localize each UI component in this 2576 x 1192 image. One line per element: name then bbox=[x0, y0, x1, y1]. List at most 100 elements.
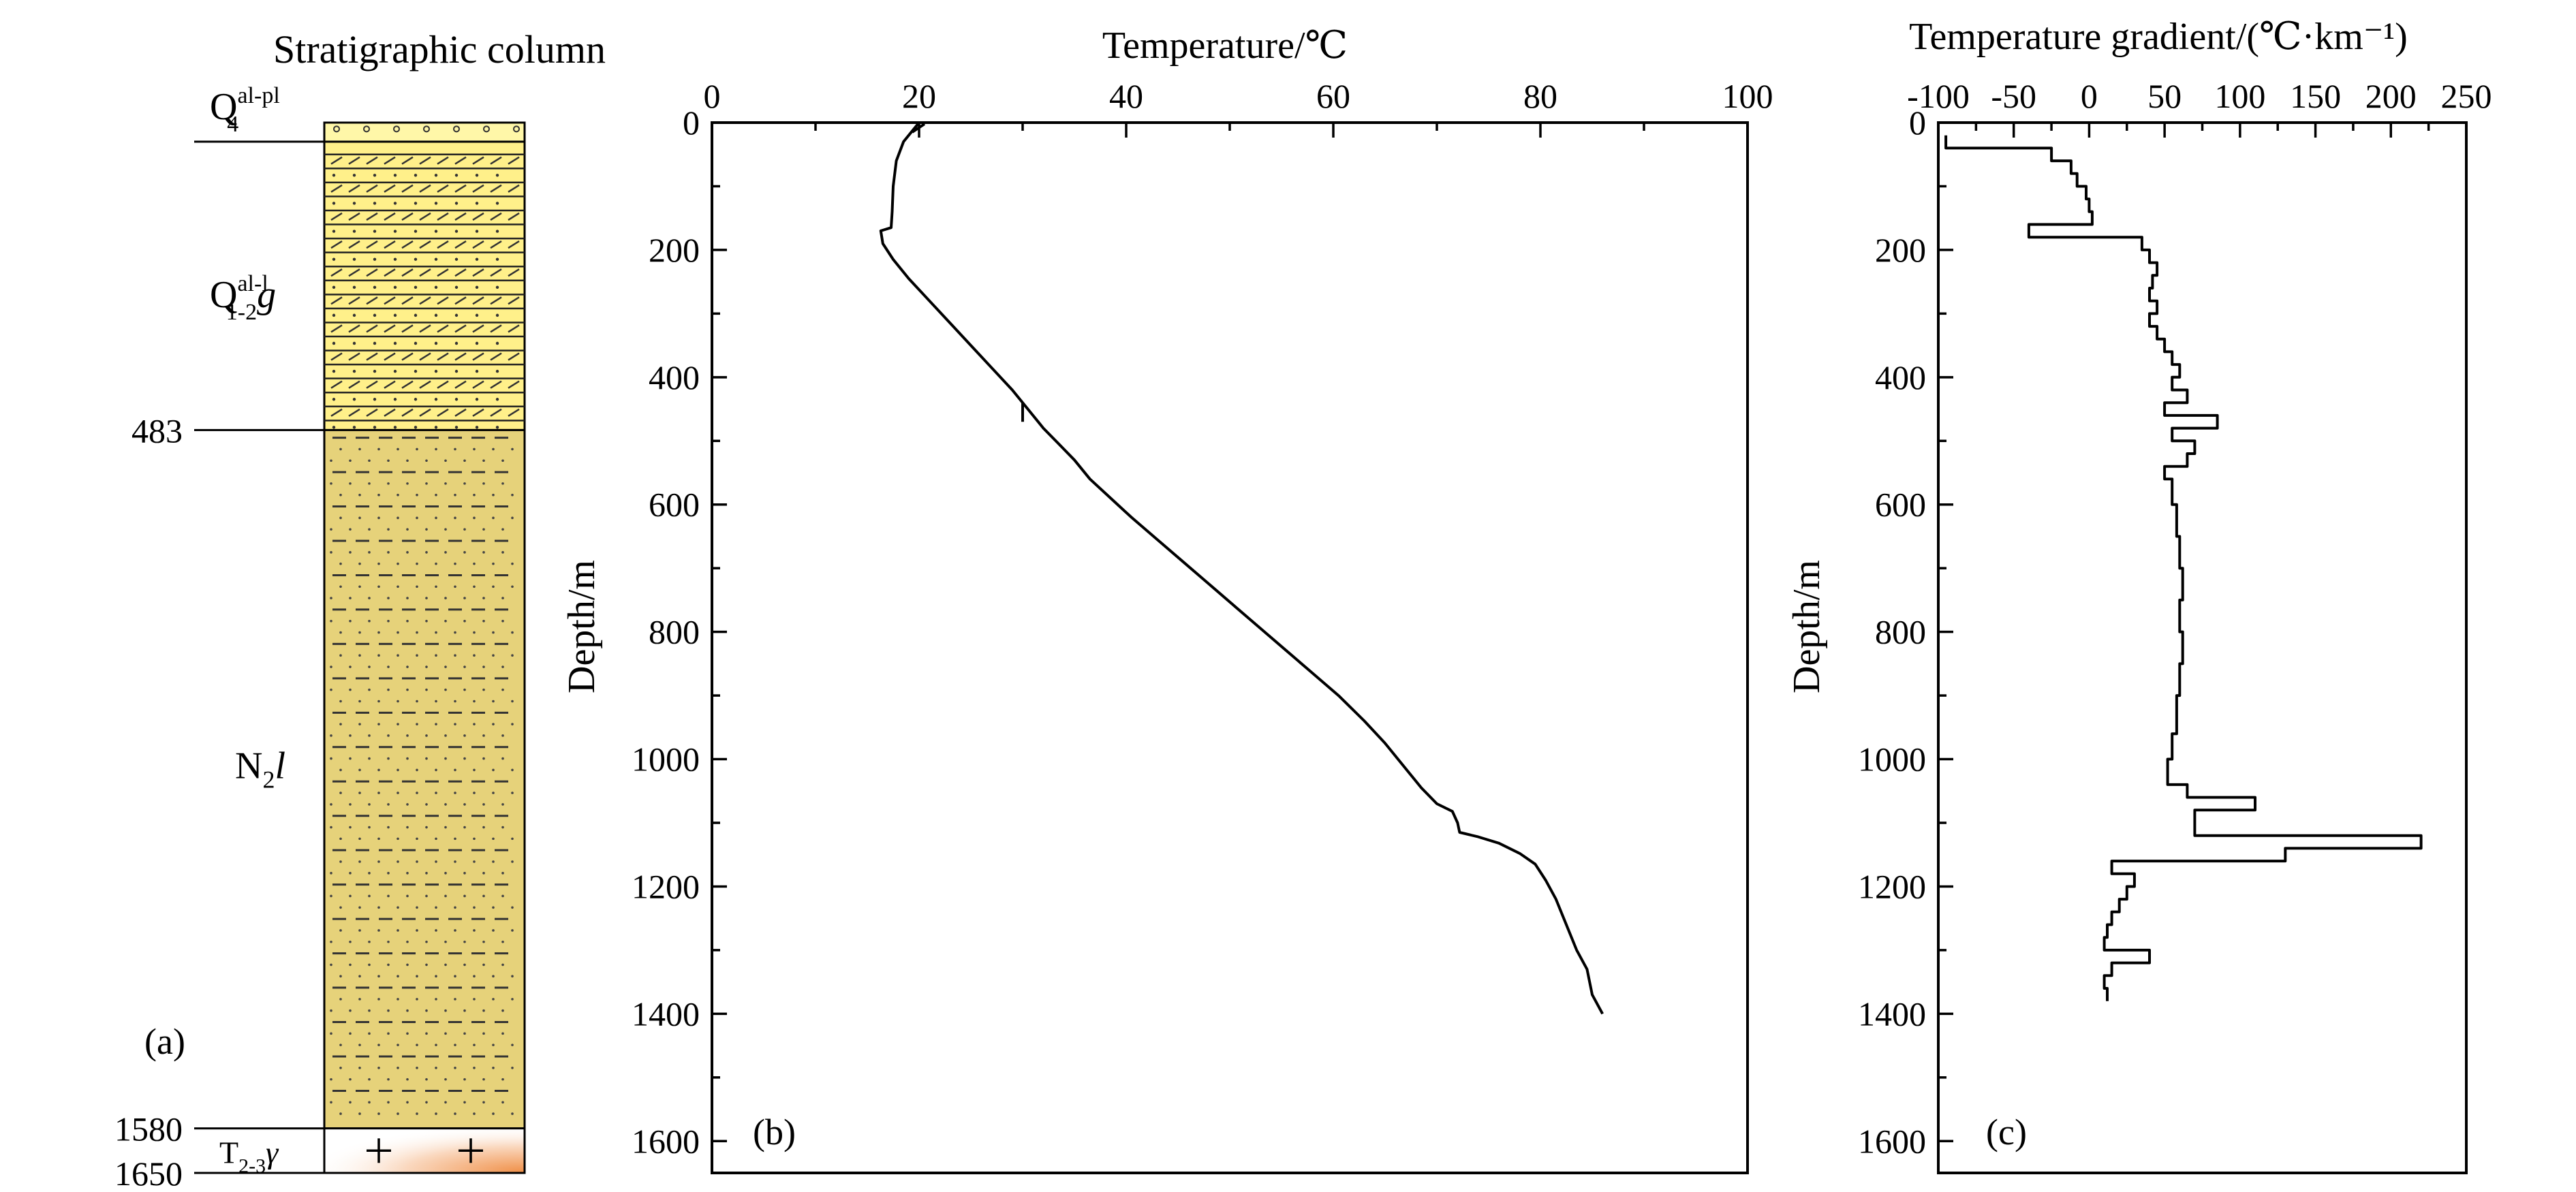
lithology-dot bbox=[349, 757, 352, 760]
lithology-dot bbox=[482, 826, 485, 829]
gradient-x-tick-label: 150 bbox=[2290, 77, 2341, 115]
lithology-dot bbox=[511, 631, 514, 634]
lithology-dot bbox=[397, 1112, 399, 1115]
unit-subscript: 1-2 bbox=[226, 300, 257, 325]
lithology-dot bbox=[473, 493, 476, 497]
lithology-dot bbox=[332, 285, 336, 289]
lithology-slash bbox=[401, 268, 414, 277]
lithology-dot bbox=[332, 257, 336, 261]
lithology-dot bbox=[492, 654, 495, 657]
lithology-dot bbox=[501, 940, 504, 943]
lithology-dot bbox=[482, 872, 485, 875]
lithology-dot bbox=[397, 837, 399, 841]
lithology-slash bbox=[348, 408, 360, 417]
lithology-dot bbox=[414, 257, 418, 261]
lithology-dot bbox=[511, 768, 514, 772]
lithology-slash bbox=[401, 184, 414, 193]
lithology-slash bbox=[454, 352, 467, 361]
lithology-dot bbox=[425, 688, 428, 691]
lithology-dot bbox=[454, 426, 459, 429]
lithology-dot bbox=[330, 688, 332, 691]
lithology-dot bbox=[473, 1044, 476, 1046]
lithology-slash bbox=[348, 352, 360, 361]
lithology-dot bbox=[349, 619, 352, 623]
lithology-dot bbox=[444, 482, 447, 485]
lithology-slash bbox=[472, 324, 484, 333]
lithology-pattern bbox=[324, 125, 525, 1115]
temperature-y-tick-label: 200 bbox=[649, 231, 700, 269]
lithology-dot bbox=[377, 975, 380, 978]
depth-axis-title-b: Depth/m bbox=[561, 560, 603, 693]
lithology-dot bbox=[349, 872, 352, 875]
lithology-dot bbox=[393, 426, 397, 429]
lithology-slash bbox=[366, 324, 378, 333]
lithology-slash bbox=[366, 380, 378, 389]
gradient-series bbox=[1944, 135, 2423, 1001]
gradient-step-line bbox=[1944, 135, 2423, 1001]
lithology-dot bbox=[473, 906, 476, 909]
lithology-dot bbox=[406, 1009, 409, 1012]
lithology-dot bbox=[492, 1112, 495, 1115]
lithology-dot bbox=[482, 551, 485, 554]
lithology-dot bbox=[463, 894, 466, 898]
lithology-dot bbox=[473, 631, 476, 634]
lithology-dot bbox=[463, 1078, 466, 1081]
lithology-slash bbox=[384, 240, 396, 249]
lithology-slash bbox=[348, 184, 360, 193]
lithology-dot bbox=[330, 757, 332, 760]
lithology-dot bbox=[377, 585, 380, 589]
lithology-dot bbox=[482, 1009, 485, 1012]
lithology-dot bbox=[492, 998, 495, 1001]
lithology-dot bbox=[501, 1032, 504, 1035]
lithology-dot bbox=[373, 341, 377, 345]
lithology-dot bbox=[473, 1112, 476, 1115]
lithology-slash bbox=[437, 268, 449, 277]
lithology-dot bbox=[492, 700, 495, 703]
lithology-dot bbox=[373, 174, 377, 177]
lithology-dot bbox=[377, 906, 380, 909]
lithology-slash bbox=[366, 296, 378, 305]
strat-unit-label-1: Qal-l 1-2g bbox=[210, 271, 276, 325]
lithology-dot bbox=[444, 1078, 447, 1081]
lithology-slash bbox=[437, 408, 449, 417]
lithology-dot bbox=[435, 929, 437, 932]
lithology-dot bbox=[368, 528, 371, 531]
lithology-dot bbox=[492, 493, 495, 497]
lithology-dot bbox=[473, 1067, 476, 1069]
lithology-dot bbox=[358, 791, 361, 794]
lithology-dot bbox=[473, 929, 476, 932]
lithology-dot bbox=[482, 665, 485, 668]
temperature-y-tick-label: 400 bbox=[649, 358, 700, 396]
lithology-dot bbox=[358, 1044, 361, 1046]
lithology-dot bbox=[339, 860, 342, 863]
lithology-dot bbox=[330, 826, 332, 829]
lithology-slash bbox=[330, 184, 343, 193]
lithology-dot bbox=[463, 528, 466, 531]
lithology-dot bbox=[454, 562, 456, 565]
gradient-x-tick-label: 100 bbox=[2214, 77, 2265, 115]
temperature-start-marker bbox=[911, 123, 926, 134]
lithology-slash bbox=[454, 268, 467, 277]
lithology-dot bbox=[482, 1101, 485, 1104]
lithology-dot bbox=[397, 1067, 399, 1069]
lithology-slash bbox=[384, 296, 396, 305]
lithology-dot bbox=[373, 285, 377, 289]
unit-symbol: T bbox=[219, 1135, 238, 1170]
lithology-dot bbox=[463, 757, 466, 760]
lithology-dot bbox=[406, 551, 409, 554]
lithology-dot bbox=[492, 837, 495, 841]
lithology-dot bbox=[425, 1009, 428, 1012]
lithology-slash bbox=[419, 156, 431, 165]
panel-c-tag: (c) bbox=[1986, 1112, 2027, 1152]
lithology-dot bbox=[444, 597, 447, 599]
temperature-x-tick-label: 40 bbox=[1109, 77, 1143, 115]
lithology-dot bbox=[463, 963, 466, 967]
lithology-dot bbox=[352, 426, 356, 429]
lithology-dot bbox=[358, 837, 361, 841]
lithology-dot bbox=[495, 369, 499, 373]
lithology-slash bbox=[348, 324, 360, 333]
lithology-dot bbox=[387, 1078, 390, 1081]
lithology-dot bbox=[473, 860, 476, 863]
lithology-slash bbox=[472, 408, 484, 417]
lithology-dot bbox=[339, 837, 342, 841]
